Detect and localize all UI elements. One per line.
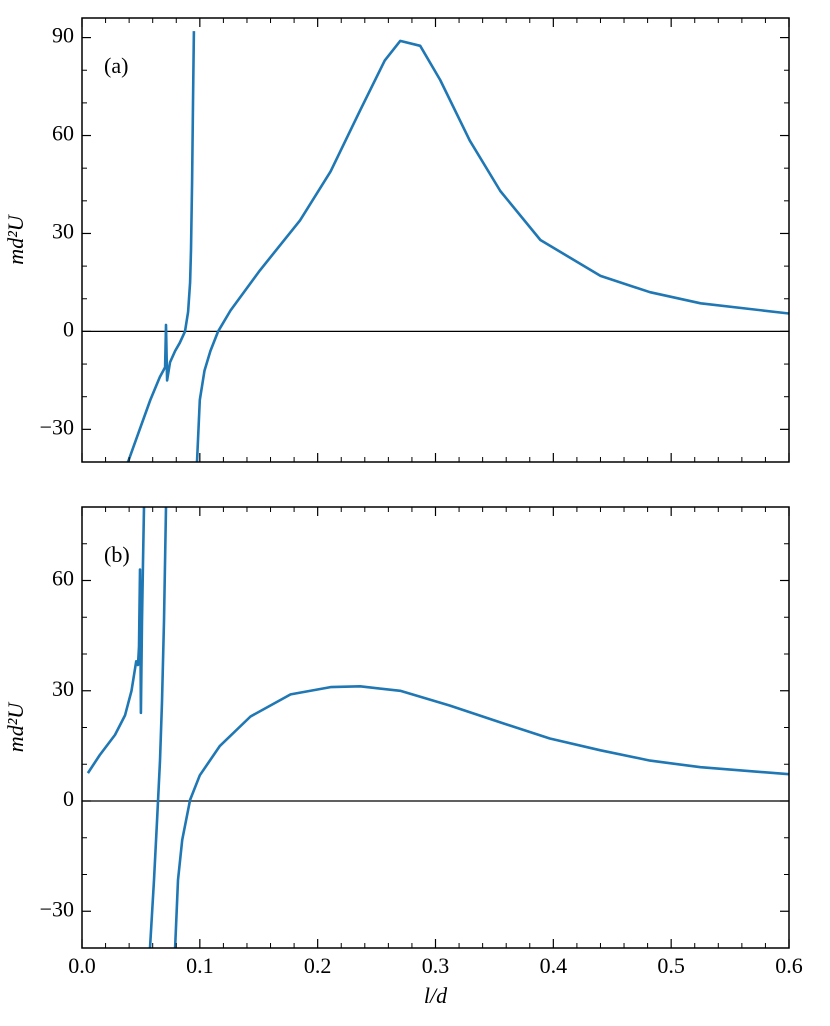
y-tick-label: 30 <box>52 676 74 701</box>
x-axis-label: l/d <box>424 983 448 1008</box>
x-tick-label: 0.5 <box>657 953 685 978</box>
y-tick-label: 60 <box>52 121 74 146</box>
x-tick-label: 0.2 <box>304 953 332 978</box>
y-axis-label: md²U <box>3 213 28 264</box>
x-tick-label: 0.1 <box>186 953 214 978</box>
y-tick-label: 90 <box>52 23 74 48</box>
y-tick-label: 0 <box>63 786 74 811</box>
y-tick-label: 0 <box>63 316 74 341</box>
y-tick-label: −30 <box>40 896 74 921</box>
plot-frame <box>81 506 790 949</box>
data-line <box>86 507 789 948</box>
x-tick-label: 0.6 <box>775 953 803 978</box>
panel-label: (b) <box>104 542 130 567</box>
plot-frame <box>81 17 790 463</box>
panel-label: (a) <box>104 53 128 78</box>
x-tick-label: 0.4 <box>540 953 568 978</box>
data-line <box>126 31 789 462</box>
x-tick-label: 0.0 <box>68 953 96 978</box>
y-tick-label: −30 <box>40 414 74 439</box>
y-tick-label: 60 <box>52 566 74 591</box>
y-axis-label: md²U <box>3 701 28 752</box>
y-tick-label: 30 <box>52 219 74 244</box>
x-tick-label: 0.3 <box>422 953 450 978</box>
